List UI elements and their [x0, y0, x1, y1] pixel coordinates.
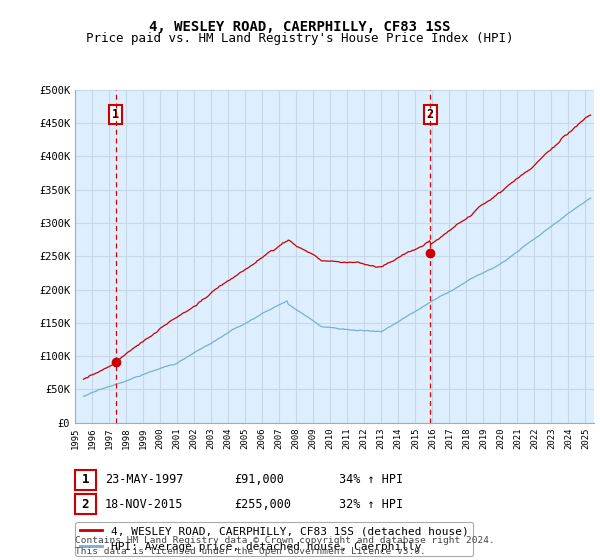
Text: 32% ↑ HPI: 32% ↑ HPI	[339, 497, 403, 511]
Text: 34% ↑ HPI: 34% ↑ HPI	[339, 473, 403, 487]
Text: 2: 2	[82, 497, 89, 511]
Text: 2: 2	[427, 109, 434, 122]
Legend: 4, WESLEY ROAD, CAERPHILLY, CF83 1SS (detached house), HPI: Average price, detac: 4, WESLEY ROAD, CAERPHILLY, CF83 1SS (de…	[76, 522, 473, 556]
Text: 18-NOV-2015: 18-NOV-2015	[105, 497, 184, 511]
Text: £91,000: £91,000	[234, 473, 284, 487]
Text: Contains HM Land Registry data © Crown copyright and database right 2024.
This d: Contains HM Land Registry data © Crown c…	[75, 536, 495, 556]
Text: 1: 1	[82, 473, 89, 487]
Text: Price paid vs. HM Land Registry's House Price Index (HPI): Price paid vs. HM Land Registry's House …	[86, 32, 514, 45]
Text: 4, WESLEY ROAD, CAERPHILLY, CF83 1SS: 4, WESLEY ROAD, CAERPHILLY, CF83 1SS	[149, 20, 451, 34]
Text: 23-MAY-1997: 23-MAY-1997	[105, 473, 184, 487]
Text: £255,000: £255,000	[234, 497, 291, 511]
Text: 1: 1	[112, 109, 119, 122]
